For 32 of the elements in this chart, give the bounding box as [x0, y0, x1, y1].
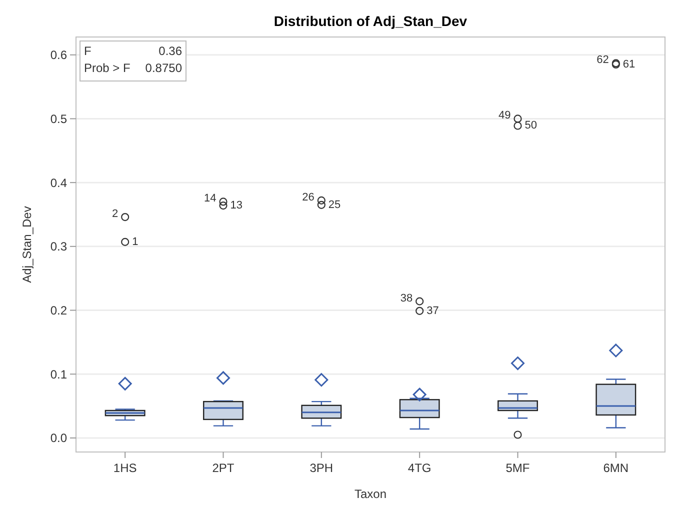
- annotation: 13: [230, 200, 242, 212]
- x-tick-label: 6MN: [603, 461, 629, 475]
- y-tick-label: 0.6: [50, 48, 68, 62]
- y-tick-label: 0.3: [50, 240, 68, 254]
- annotation: F: [84, 44, 92, 58]
- y-tick-label: 0.1: [50, 367, 68, 382]
- annotation: 14: [204, 192, 216, 205]
- annotation: 38: [400, 292, 413, 304]
- x-tick-label: 4TG: [408, 461, 432, 475]
- y-tick-label: 0.5: [50, 112, 68, 126]
- annotation: 49: [498, 110, 511, 122]
- y-tick-label: 0.0: [50, 431, 68, 446]
- x-tick-label: 2PT: [212, 461, 235, 475]
- annotation: 2: [112, 208, 118, 220]
- annotation: 0.8750: [145, 61, 182, 75]
- x-tick-label: 1HS: [113, 461, 137, 475]
- annotation: 1: [132, 236, 138, 248]
- annotation: Prob > F: [84, 61, 130, 75]
- y-tick-label: 0.2: [50, 303, 68, 318]
- annotation: 50: [524, 120, 537, 132]
- chart-title: Distribution of Adj_Stan_Dev: [274, 13, 468, 29]
- annotation: 37: [426, 304, 439, 317]
- x-tick-label: 5MF: [506, 461, 530, 475]
- annotation: 62: [596, 54, 609, 66]
- annotation: 26: [302, 191, 314, 204]
- y-axis-title: Adj_Stan_Dev: [20, 206, 34, 283]
- annotation: 0.36: [158, 44, 182, 58]
- x-axis-title: Taxon: [354, 487, 387, 501]
- y-tick-label: 0.4: [50, 176, 68, 190]
- annotation: 61: [622, 58, 636, 70]
- x-tick-label: 3PH: [310, 461, 334, 475]
- annotation: 25: [328, 198, 341, 211]
